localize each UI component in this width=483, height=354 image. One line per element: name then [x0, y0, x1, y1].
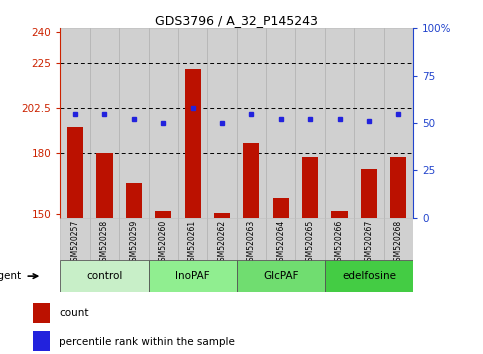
Title: GDS3796 / A_32_P145243: GDS3796 / A_32_P145243 — [155, 14, 318, 27]
Bar — [90, 28, 119, 218]
Bar — [207, 28, 237, 218]
Bar — [178, 28, 207, 218]
Text: edelfosine: edelfosine — [342, 271, 396, 281]
Text: GSM520262: GSM520262 — [217, 220, 227, 266]
Bar — [60, 218, 90, 260]
Bar — [214, 213, 230, 218]
Bar — [237, 260, 325, 292]
Bar — [384, 218, 413, 260]
Text: count: count — [59, 308, 88, 318]
Text: GSM520267: GSM520267 — [364, 220, 373, 266]
Bar — [266, 218, 296, 260]
Text: GSM520259: GSM520259 — [129, 220, 138, 266]
Bar — [67, 127, 83, 218]
Bar — [97, 153, 113, 218]
Text: InoPAF: InoPAF — [175, 271, 210, 281]
Bar — [273, 198, 289, 218]
Bar — [90, 218, 119, 260]
Bar — [325, 260, 413, 292]
Bar — [361, 169, 377, 218]
Bar — [325, 218, 354, 260]
Bar — [384, 28, 413, 218]
Text: GSM520266: GSM520266 — [335, 220, 344, 266]
Bar — [119, 28, 149, 218]
Bar — [33, 331, 50, 351]
Bar — [237, 28, 266, 218]
Text: GSM520260: GSM520260 — [159, 220, 168, 266]
Bar — [331, 211, 348, 218]
Bar — [33, 303, 50, 323]
Text: GSM520268: GSM520268 — [394, 220, 403, 266]
Text: GlcPAF: GlcPAF — [263, 271, 298, 281]
Text: GSM520261: GSM520261 — [188, 220, 197, 266]
Bar — [149, 28, 178, 218]
Text: control: control — [86, 271, 123, 281]
Text: GSM520257: GSM520257 — [71, 220, 80, 266]
Text: percentile rank within the sample: percentile rank within the sample — [59, 337, 235, 347]
Bar — [296, 28, 325, 218]
Text: agent: agent — [0, 271, 21, 281]
Bar — [155, 211, 171, 218]
Bar — [178, 218, 207, 260]
Bar — [390, 157, 406, 218]
Text: GSM520265: GSM520265 — [306, 220, 314, 266]
Bar — [185, 69, 200, 218]
Bar — [302, 157, 318, 218]
Bar — [149, 260, 237, 292]
Bar — [243, 143, 259, 218]
Bar — [149, 218, 178, 260]
Bar — [60, 28, 90, 218]
Bar — [354, 28, 384, 218]
Text: GSM520258: GSM520258 — [100, 220, 109, 266]
Text: GSM520264: GSM520264 — [276, 220, 285, 266]
Bar — [325, 28, 354, 218]
Bar — [354, 218, 384, 260]
Text: GSM520263: GSM520263 — [247, 220, 256, 266]
Bar — [296, 218, 325, 260]
Bar — [126, 183, 142, 218]
Bar — [60, 260, 149, 292]
Bar — [266, 28, 296, 218]
Bar — [119, 218, 149, 260]
Bar — [207, 218, 237, 260]
Bar — [237, 218, 266, 260]
